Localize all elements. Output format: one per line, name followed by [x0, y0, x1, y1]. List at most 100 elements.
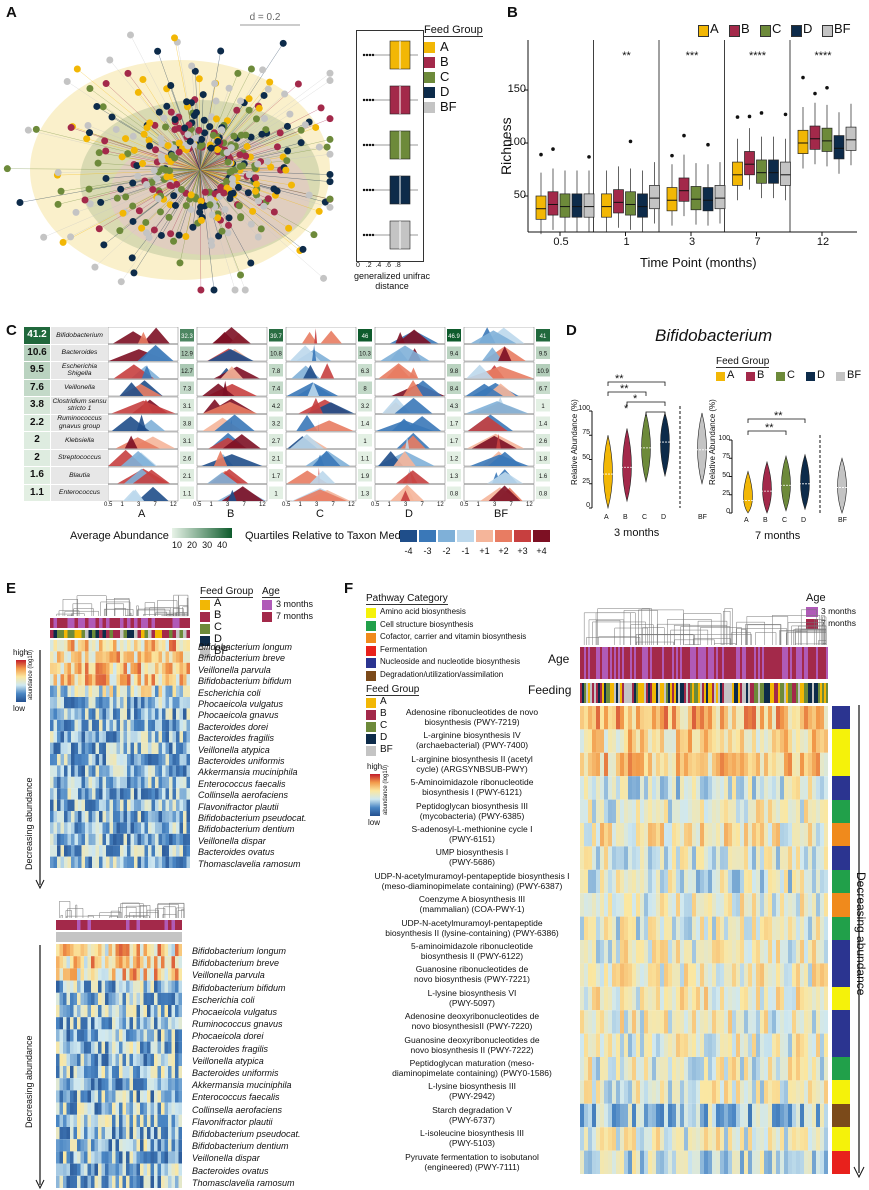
pcoa-point — [166, 167, 174, 175]
pathway-id: (PWY-5097) — [449, 997, 495, 1008]
pcoa-point — [170, 192, 178, 200]
d-xtick-right: D — [801, 517, 807, 524]
pcoa-point — [127, 31, 135, 39]
pcoa-point — [237, 97, 245, 105]
panel-b-chart — [524, 40, 857, 236]
panel-e-age-legend-title: Age — [262, 586, 280, 598]
pcoa-point — [140, 130, 148, 138]
pathway-id: (PWY-6151) — [449, 834, 495, 844]
box-4-BF — [845, 126, 857, 151]
pcoa-point — [252, 174, 260, 182]
d-ytick-right: 100 — [718, 435, 730, 442]
d-ytick-left: 75 — [582, 429, 590, 437]
panel-f-scale-low: low — [368, 818, 381, 827]
box-0-A — [535, 195, 547, 220]
c-xtick: 7 — [509, 502, 513, 508]
age-label: 3 months — [821, 606, 856, 616]
panel-d-title: Bifidobacterium — [655, 326, 773, 345]
pathway-name: Peptidoglycan maturation (meso- — [409, 1058, 535, 1068]
c-xtick: 3 — [493, 502, 497, 508]
pcoa-point — [57, 187, 65, 195]
pathway-id: (PWY-5103) — [449, 1138, 495, 1149]
b-ytick: 150 — [507, 83, 526, 95]
pathway-name: Guanosine deoxyribonucleotides de — [404, 1034, 540, 1045]
c-group-value: 32.3 — [181, 334, 193, 340]
pcoa-point — [155, 108, 163, 116]
pcoa-point — [175, 231, 183, 239]
pcoa-point — [200, 116, 208, 124]
panel-e-feed-legend-title: Feed Group — [200, 586, 254, 598]
pcoa-point — [247, 259, 255, 267]
c-xtick: 3 — [137, 502, 141, 508]
pcoa-point — [170, 144, 178, 152]
legend-swatch-B — [366, 710, 376, 720]
c-group-value: 1.1 — [183, 492, 192, 498]
pathway-id: (meso-diaminopimelate containing) (PWY-6… — [381, 880, 563, 891]
pcoa-point — [301, 121, 309, 129]
e-taxon-top: Veillonella dispar — [198, 835, 266, 846]
panel-f-age-title: Age — [806, 592, 826, 604]
pcoa-point — [326, 178, 334, 186]
pcoa-point — [326, 77, 334, 85]
e-taxon-top: Flavonifractor plautii — [198, 801, 279, 812]
pcoa-point — [287, 181, 295, 189]
c-group-value: 3.1 — [183, 439, 192, 445]
c-avg-cell: 2 — [24, 449, 50, 466]
pcoa-point — [171, 201, 179, 209]
d-xtick-right: BF — [838, 517, 847, 524]
pcoa-point — [260, 91, 268, 99]
e-taxon-top: Veillonella atypica — [198, 744, 270, 755]
pcoa-point — [187, 191, 195, 199]
d-xtick-left: C — [642, 514, 648, 521]
pcoa-point — [235, 202, 243, 210]
pcoa-point — [108, 113, 116, 121]
pcoa-point — [211, 80, 219, 88]
d-ytick-right: 25 — [722, 489, 730, 497]
category-swatch — [366, 645, 376, 656]
c-group-value: 1.4 — [539, 422, 548, 428]
e-taxon-bottom: Bacteroides fragilis — [192, 1043, 269, 1054]
pcoa-point — [163, 102, 171, 110]
f-pathway-label: L-arginine biosynthesis II (acetyl cycle)… — [366, 754, 578, 774]
pcoa-point — [233, 106, 241, 114]
pcoa-point — [182, 233, 190, 241]
pcoa-point — [63, 77, 71, 85]
pcoa-point — [273, 143, 281, 151]
panel-a-pcoa-plot: d = 0.2 — [3, 12, 334, 294]
panel-f-arrow — [853, 705, 865, 1179]
f-pathway-label: L-lysine biosynthesis VI (PWY-5097) — [366, 988, 578, 1008]
pcoa-point — [138, 224, 146, 232]
c-xtick: 12 — [437, 502, 444, 508]
legend-label-D: D — [803, 21, 813, 36]
c-group-value: 9.5 — [539, 352, 548, 358]
pcoa-point — [145, 136, 153, 144]
pcoa-point — [86, 200, 94, 208]
pcoa-point — [245, 106, 253, 114]
pcoa-point — [215, 232, 223, 240]
pcoa-point — [153, 174, 161, 182]
pcoa-point — [236, 163, 244, 171]
pathway-category-block — [832, 752, 850, 777]
panel-letter-c: C — [6, 322, 17, 339]
e-taxon-top: Veillonella parvula — [198, 664, 271, 675]
pcoa-point — [201, 188, 209, 196]
box-0-C — [559, 193, 571, 218]
pcoa-point — [130, 146, 138, 154]
f-pathway-label: Guanosine ribonucleotides de novo biosynt… — [366, 964, 578, 984]
pathway-category-block — [832, 893, 850, 917]
pcoa-point — [234, 183, 242, 191]
pcoa-point — [223, 149, 231, 157]
c-group-value: 1.7 — [450, 439, 459, 445]
box-1-BF — [649, 185, 660, 210]
c-xtick: 3 — [315, 502, 319, 508]
quartile-swatch — [495, 530, 512, 542]
pcoa-point — [189, 223, 197, 231]
pathway-category-block — [832, 1010, 850, 1034]
pcoa-point — [197, 216, 205, 224]
quartile-tick: -3 — [423, 546, 432, 556]
pathway-name: UDP-N-acetylmuramoyl-pentapeptide — [401, 917, 543, 928]
c-group-value: 2.6 — [539, 439, 548, 445]
pcoa-point — [129, 217, 137, 225]
c-group-value: 3.1 — [183, 404, 192, 410]
pathway-id: biosynthesis II (PWY-6122) — [420, 951, 524, 961]
